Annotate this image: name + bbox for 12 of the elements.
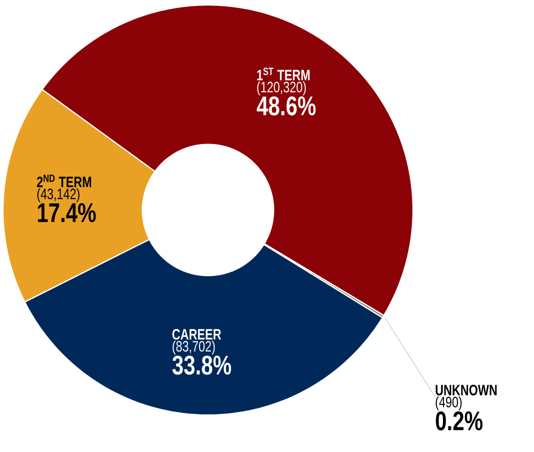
- data-label: 33.8%: [172, 356, 232, 375]
- slice-label: 1$^{ST}$ TERM: [257, 68, 310, 80]
- data-label: 17.4%: [38, 203, 96, 222]
- text: (490): [436, 396, 462, 410]
- slice-label: 2$^{ND}$ TERM: [37, 174, 92, 188]
- text: (43,142): [37, 188, 80, 202]
- data-label: 0.2%: [436, 411, 482, 430]
- text: (83,702): [172, 340, 215, 355]
- data-label: 48.6%: [256, 96, 316, 116]
- slice-label: UNKNOWN: [436, 384, 497, 396]
- text: (120,320): [257, 81, 306, 96]
- slice-label: CAREER: [172, 328, 222, 340]
